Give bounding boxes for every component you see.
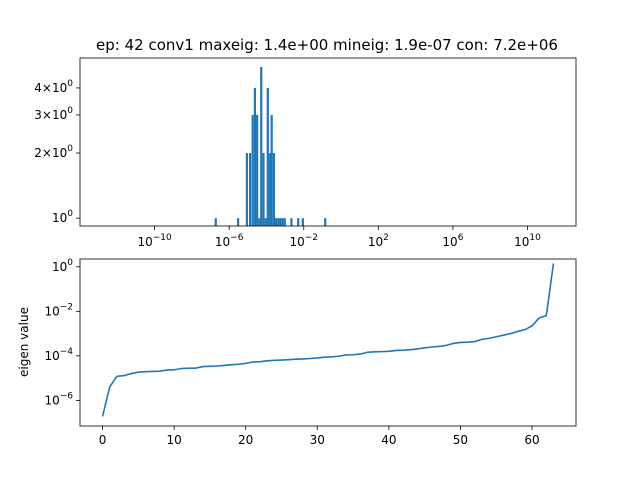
histogram-bar <box>279 218 282 226</box>
histogram-bar <box>274 218 278 226</box>
histogram-bar <box>262 153 265 226</box>
y-tick-label: 10−6 <box>44 391 73 407</box>
eigenvalue-plot-frame <box>79 258 577 427</box>
x-tick-label: 30 <box>310 433 325 447</box>
histogram-bar <box>214 218 217 226</box>
histogram-bar <box>301 218 304 226</box>
histogram-bar <box>256 114 259 226</box>
histogram-bar <box>264 218 267 226</box>
x-tick-label: 10−2 <box>289 233 318 249</box>
histogram-bar <box>260 66 263 226</box>
histogram-bar <box>245 153 248 226</box>
y-tick-label: 4×100 <box>34 79 73 95</box>
y-tick-label: 100 <box>52 258 73 274</box>
x-tick-label: 10−10 <box>137 233 172 249</box>
histogram-bar <box>268 153 271 226</box>
x-tick-label: 40 <box>381 433 396 447</box>
x-tick-label: 50 <box>453 433 468 447</box>
eigenvalue-line-chart: 0 10 20 30 40 50 60 100 10−2 10−4 10−6 eigen valu… <box>17 258 577 447</box>
histogram-bar <box>272 153 276 226</box>
histogram-bar <box>237 218 240 226</box>
histogram-bar <box>324 218 327 226</box>
histogram-bar <box>290 218 293 226</box>
histogram-bar <box>283 218 286 226</box>
histogram-bar <box>251 114 254 226</box>
x-tick-label: 102 <box>368 233 389 249</box>
y-tick-label: 10−4 <box>44 347 73 363</box>
histogram-bar <box>270 114 273 226</box>
y-tick-label: 2×100 <box>34 144 73 160</box>
x-tick-label: 60 <box>524 433 539 447</box>
x-tick-label: 10−6 <box>215 233 244 249</box>
x-tick-label: 20 <box>238 433 253 447</box>
histogram-bar <box>277 218 280 226</box>
x-tick-label: 10 <box>166 433 181 447</box>
x-tick-label: 0 <box>99 433 107 447</box>
y-tick-label: 100 <box>52 209 73 225</box>
y-tick-label: 3×100 <box>34 106 73 122</box>
histogram-chart: 10−10 10−6 10−2 102 106 1010 100 2×100 3×100 4×1… <box>34 57 577 249</box>
eigenvalue-series-line <box>101 263 555 417</box>
chart-title: ep: 42 conv1 maxeig: 1.4e+00 mineig: 1.9… <box>96 36 558 54</box>
histogram-bar <box>248 153 252 226</box>
histogram-bar <box>266 87 269 226</box>
histogram-bar <box>258 218 261 226</box>
y-tick-label: 10−2 <box>44 302 73 318</box>
histogram-bar <box>253 87 257 226</box>
histogram-bar <box>281 218 284 226</box>
x-tick-label: 1010 <box>514 233 541 249</box>
x-tick-label: 106 <box>442 233 463 249</box>
y-axis-label: eigen value <box>17 307 31 377</box>
histogram-bar <box>297 218 300 226</box>
histogram-plot-frame <box>79 57 577 227</box>
